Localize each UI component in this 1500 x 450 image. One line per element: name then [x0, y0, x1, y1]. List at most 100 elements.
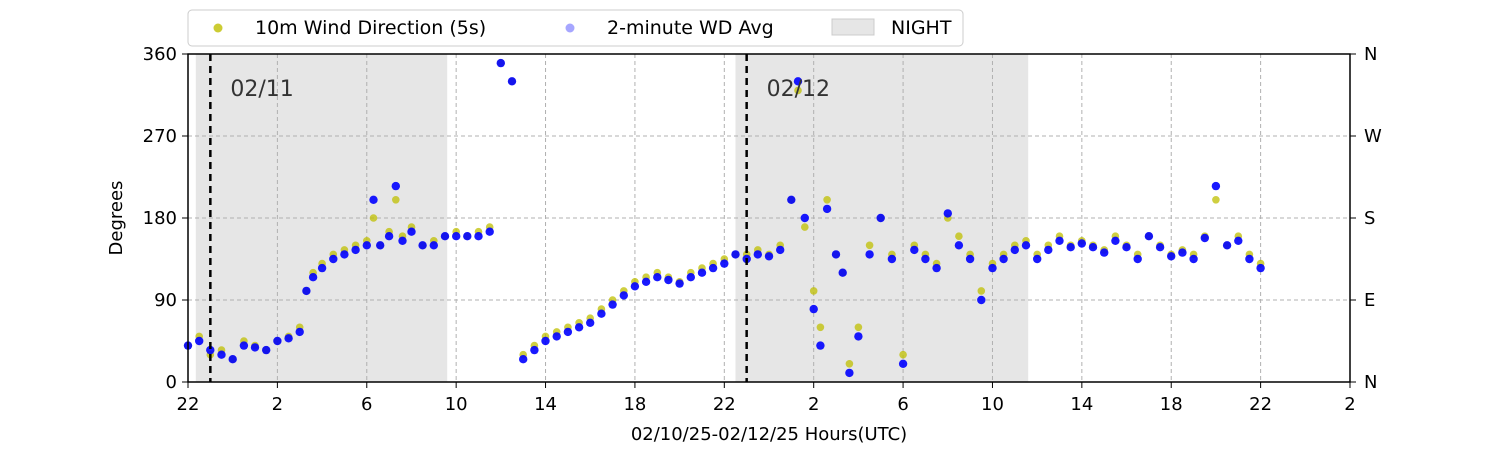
data-point	[854, 323, 863, 332]
x-tick-label: 14	[534, 394, 557, 415]
data-point	[206, 345, 215, 355]
data-point	[1189, 254, 1198, 264]
data-point	[485, 227, 494, 236]
data-point	[708, 263, 718, 273]
series-2	[183, 58, 1265, 378]
data-point	[597, 309, 606, 318]
data-point	[1033, 254, 1042, 264]
data-point	[876, 213, 885, 223]
data-point	[1212, 196, 1220, 204]
legend-marker	[213, 23, 223, 33]
day-marker-label: 02/12	[767, 77, 830, 102]
data-point	[1066, 243, 1075, 252]
data-point	[418, 241, 427, 250]
legend-label: 10m Wind Direction (5s)	[255, 17, 486, 39]
data-point	[398, 236, 407, 245]
data-point	[302, 286, 311, 296]
y-tick-label: 180	[143, 208, 177, 229]
x-tick-label: 10	[981, 394, 1004, 415]
x-tick-label: 2	[808, 394, 819, 415]
data-series	[183, 58, 1265, 378]
data-point	[429, 241, 438, 250]
data-point	[369, 214, 378, 222]
data-point	[1200, 233, 1210, 243]
data-point	[541, 336, 550, 346]
data-point	[1021, 241, 1031, 250]
data-point	[1245, 254, 1254, 264]
data-point	[239, 341, 249, 350]
data-point	[943, 209, 952, 218]
data-point	[608, 300, 617, 309]
data-point	[999, 254, 1008, 264]
data-point	[250, 343, 260, 352]
data-point	[362, 241, 371, 250]
data-point	[384, 232, 394, 241]
data-point	[295, 327, 304, 337]
data-point	[1122, 243, 1131, 252]
data-point	[910, 245, 919, 255]
data-point	[845, 360, 854, 368]
data-point	[801, 223, 809, 231]
x-tick-label: 2	[272, 394, 283, 415]
data-point	[1234, 236, 1243, 245]
data-point	[273, 336, 282, 346]
data-point	[697, 268, 707, 277]
data-point	[753, 250, 762, 259]
data-point	[530, 345, 539, 355]
legend-label: NIGHT	[891, 17, 952, 39]
data-point	[865, 241, 874, 250]
data-point	[496, 58, 505, 68]
data-point	[731, 250, 740, 259]
data-point	[787, 195, 796, 204]
data-point	[195, 336, 204, 346]
data-point	[988, 263, 997, 273]
data-point	[932, 263, 941, 273]
data-point	[899, 350, 907, 359]
data-point	[519, 355, 528, 364]
day-marker-label: 02/11	[230, 77, 293, 102]
data-point	[675, 279, 684, 288]
x-tick-label: 22	[713, 394, 736, 415]
data-point	[563, 327, 573, 337]
data-point	[854, 332, 863, 341]
data-point	[845, 368, 854, 378]
data-point	[1088, 243, 1098, 252]
data-point	[822, 204, 832, 214]
data-point	[838, 268, 847, 277]
data-point	[619, 291, 628, 300]
data-point	[391, 181, 400, 191]
data-point	[507, 77, 517, 86]
data-point	[1144, 232, 1154, 241]
data-point	[887, 254, 897, 264]
data-point	[369, 195, 378, 204]
x-tick-label: 18	[1160, 394, 1183, 415]
data-point	[440, 232, 450, 241]
data-point	[764, 252, 774, 261]
right-tick-label: E	[1364, 290, 1375, 311]
y-tick-label: 0	[166, 372, 177, 393]
x-tick-label: 6	[361, 394, 372, 415]
data-point	[776, 245, 785, 255]
data-point	[816, 323, 825, 332]
x-tick-label: 22	[177, 394, 200, 415]
data-point	[586, 318, 595, 327]
data-point	[800, 213, 809, 223]
x-tick-label: 10	[445, 394, 468, 415]
data-point	[831, 250, 841, 259]
x-tick-label: 14	[1070, 394, 1093, 415]
x-tick-label: 6	[897, 394, 908, 415]
data-point	[664, 275, 673, 285]
data-point	[262, 345, 271, 355]
data-point	[1100, 248, 1109, 257]
data-point	[921, 254, 930, 264]
data-point	[686, 273, 695, 282]
data-point	[641, 277, 651, 286]
data-point	[809, 304, 818, 314]
y-tick-label: 360	[143, 44, 177, 65]
data-point	[794, 86, 802, 95]
legend-label: 2-minute WD Avg	[607, 17, 774, 39]
data-point	[351, 245, 360, 255]
data-point	[816, 341, 825, 350]
